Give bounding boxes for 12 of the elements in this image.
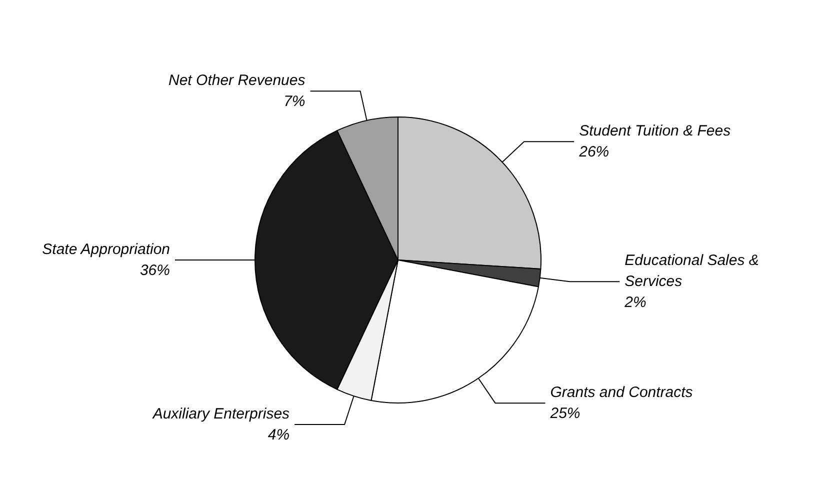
data-label: 26% <box>578 144 610 161</box>
slice-label: Grants and Contracts <box>550 384 694 402</box>
slice-label: Net Other Revenues <box>168 72 306 90</box>
data-label: 7% <box>284 93 306 110</box>
slice-label: Auxiliary Enterprises <box>152 406 290 423</box>
slice-label: State Appropriation <box>42 241 170 258</box>
slice-label: Student Tuition & Fees <box>579 122 732 140</box>
slice-label: Educational Sales & Services <box>624 252 764 290</box>
data-label: 36% <box>140 262 170 279</box>
data-label: 4% <box>268 426 290 444</box>
data-label: 2% <box>624 294 646 312</box>
data-label: 25% <box>549 405 580 422</box>
